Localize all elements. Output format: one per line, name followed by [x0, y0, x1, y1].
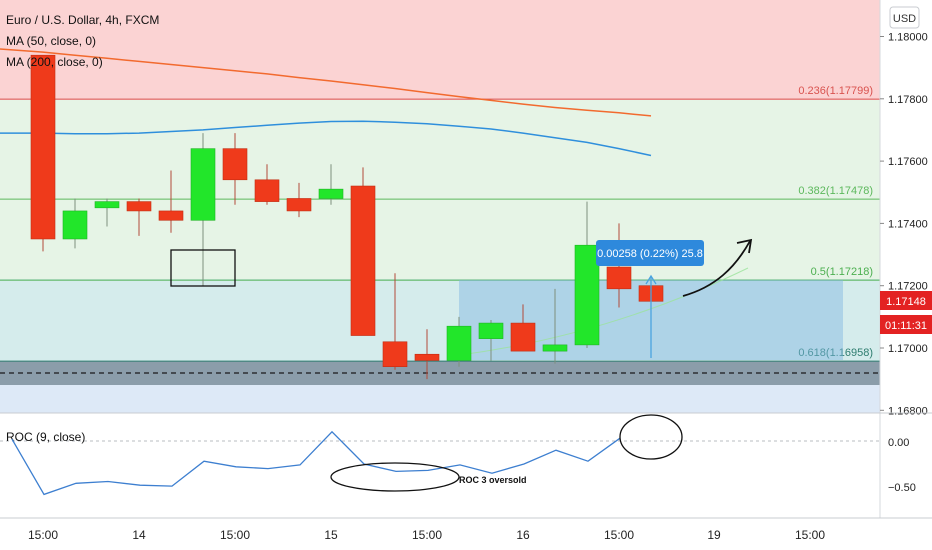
roc-tick-1: −0.50 — [888, 482, 916, 494]
candle-body-11 — [382, 341, 408, 367]
price-tick-6: 1.16800 — [888, 405, 928, 417]
current-price-tag: 1.17148 01:11:31 — [880, 291, 932, 334]
candle-15 — [510, 304, 536, 352]
candle-body-10 — [350, 185, 376, 336]
trend-arrow-head — [736, 238, 753, 254]
ma50-line — [0, 120, 652, 157]
time-tick-7: 19 — [707, 528, 721, 542]
price-tick-4: 1.17200 — [888, 281, 928, 293]
candle-14 — [478, 319, 504, 361]
currency-button[interactable] — [889, 6, 920, 29]
ma200-line — [0, 48, 652, 117]
candle-5 — [190, 133, 216, 286]
candle-4 — [158, 170, 184, 233]
time-axis[interactable]: 15:00 14 15:00 15 15:00 16 15:00 19 15:00 — [28, 528, 825, 542]
candle-body-7 — [254, 179, 280, 202]
highlight-rectangle[interactable] — [170, 249, 236, 287]
price-tick-0: 1.18000 — [888, 32, 928, 44]
moving-averages — [0, 48, 652, 157]
candle-6 — [222, 133, 248, 205]
candle-body-17 — [574, 244, 600, 346]
roc-line-path — [11, 430, 621, 496]
time-tick-8: 15:00 — [795, 528, 825, 542]
time-tick-3: 15 — [324, 528, 338, 542]
time-tick-6: 15:00 — [604, 528, 634, 542]
roc-legend: ROC (9, close) — [6, 430, 85, 444]
fib-label-2: 0.5(1.17218) — [811, 266, 873, 278]
ma50-legend: MA (50, close, 0) — [6, 34, 96, 48]
candle-body-8 — [286, 198, 312, 212]
time-tick-2: 15:00 — [220, 528, 250, 542]
measure-arrowhead — [645, 274, 657, 285]
candle-11 — [382, 273, 408, 370]
candle-body-16 — [542, 344, 568, 352]
roc-tick-0: 0.00 — [888, 437, 909, 449]
fib-label-1: 0.382(1.17478) — [798, 185, 873, 197]
measure-tooltip: 0.00258 (0.22%) 25.8 — [596, 240, 704, 266]
candle-body-0 — [30, 54, 56, 240]
oversold-ellipse — [330, 462, 460, 492]
candle-9 — [318, 164, 344, 205]
candle-body-12 — [414, 353, 440, 361]
candle-16 — [542, 288, 568, 364]
currency-label: USD — [893, 13, 916, 25]
candle-17 — [574, 201, 600, 348]
candle-3 — [126, 198, 152, 236]
candle-body-3 — [126, 201, 152, 212]
measure-text: 0.00258 (0.22%) 25.8 — [597, 248, 703, 260]
fib-zones — [0, 0, 880, 413]
candle-10 — [350, 167, 376, 336]
candle-body-9 — [318, 188, 344, 199]
roc-circle — [619, 414, 683, 460]
current-price: 1.17148 — [886, 296, 926, 308]
candles — [30, 54, 664, 380]
price-tick-1: 1.17800 — [888, 94, 928, 106]
roc-indicator — [11, 430, 621, 496]
fib-zone-green — [0, 100, 880, 279]
price-tick-3: 1.17400 — [888, 218, 928, 230]
candle-12 — [414, 329, 440, 380]
symbol-title: Euro / U.S. Dollar, 4h, FXCM — [6, 13, 159, 27]
candle-body-13 — [446, 325, 472, 361]
candle-13 — [446, 316, 472, 367]
candle-0 — [30, 54, 56, 252]
candle-1 — [62, 198, 88, 249]
chart-legend: Euro / U.S. Dollar, 4h, FXCM MA (50, clo… — [6, 13, 159, 69]
candle-body-14 — [478, 322, 504, 339]
candle-body-18 — [606, 266, 632, 290]
time-tick-4: 15:00 — [412, 528, 442, 542]
candle-body-6 — [222, 148, 248, 181]
trend-arrow[interactable] — [682, 240, 751, 297]
time-tick-1: 14 — [132, 528, 146, 542]
fib-label-0: 0.236(1.17799) — [798, 85, 873, 97]
candle-body-1 — [62, 210, 88, 240]
arc-curve — [459, 267, 749, 356]
time-tick-0: 15:00 — [28, 528, 58, 542]
ma200-legend: MA (200, close, 0) — [6, 55, 103, 69]
candle-body-15 — [510, 322, 536, 352]
candle-body-4 — [158, 210, 184, 221]
price-tick-labels: 1.18000 1.17800 1.17600 1.17400 1.17200 1.170… — [880, 32, 928, 417]
fib-zone-teal — [0, 279, 880, 361]
price-tick-5: 1.17000 — [888, 343, 928, 355]
price-tick-2: 1.17600 — [888, 156, 928, 168]
candle-7 — [254, 164, 280, 205]
fib-lines: 0.236(1.17799) 0.382(1.17478) 0.5(1.17218)… — [0, 85, 880, 362]
roc-annotation: ROC 3 oversold — [459, 475, 527, 485]
fib-label-3: 0.618(1.16958) — [798, 347, 873, 359]
fib-zone-red — [0, 0, 880, 100]
countdown-timer: 01:11:31 — [885, 320, 927, 332]
candle-body-2 — [94, 201, 120, 209]
time-tick-5: 16 — [516, 528, 530, 542]
price-scale[interactable] — [880, 0, 932, 518]
candle-body-5 — [190, 148, 216, 221]
candle-8 — [286, 182, 312, 218]
candle-2 — [94, 198, 120, 227]
